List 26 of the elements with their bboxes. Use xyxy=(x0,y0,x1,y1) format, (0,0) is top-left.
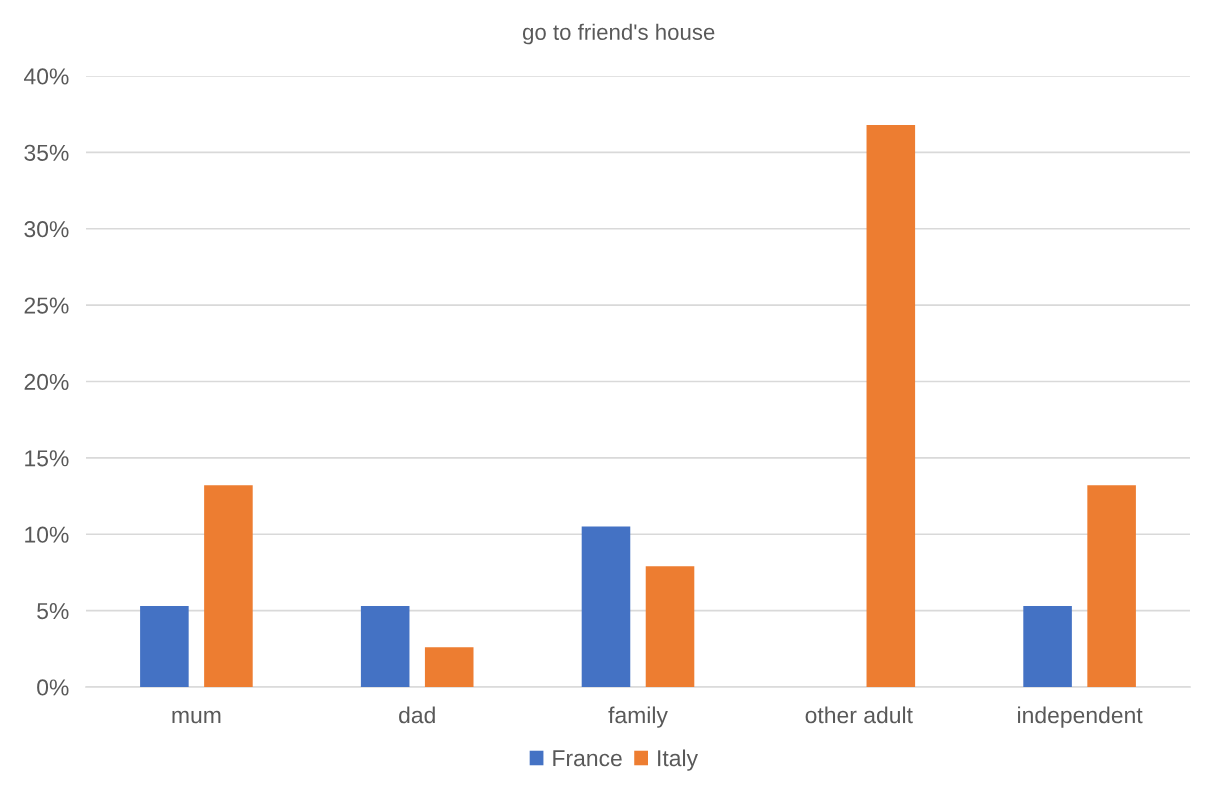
y-tick-label: 30% xyxy=(24,221,69,238)
legend-label: Italy xyxy=(658,749,698,771)
x-tick-label: family xyxy=(608,706,668,728)
bar xyxy=(1087,485,1136,687)
chart-title: go to friend's house xyxy=(522,23,715,45)
bar xyxy=(866,124,916,687)
x-tick-label: dad xyxy=(399,706,435,724)
bar xyxy=(424,647,474,687)
y-tick-label: 5% xyxy=(37,603,69,620)
y-tick-label: 10% xyxy=(25,526,69,543)
bar xyxy=(1023,606,1072,687)
bar xyxy=(360,606,410,687)
bar xyxy=(645,566,695,687)
y-tick-label: 25% xyxy=(24,297,69,314)
y-tick-label: 40% xyxy=(23,68,69,85)
x-tick-label: independent xyxy=(1018,706,1143,728)
y-tick-label: 15% xyxy=(25,450,69,467)
y-tick-label: 35% xyxy=(24,144,69,161)
x-tick-label: mum xyxy=(172,710,221,724)
legend-label: France xyxy=(553,750,622,767)
y-tick-label: 0% xyxy=(37,679,69,696)
bar xyxy=(140,606,189,687)
bar xyxy=(581,526,631,687)
x-tick-label: other adult xyxy=(805,706,913,724)
y-tick-label: 20% xyxy=(24,373,69,391)
bar xyxy=(204,485,253,687)
